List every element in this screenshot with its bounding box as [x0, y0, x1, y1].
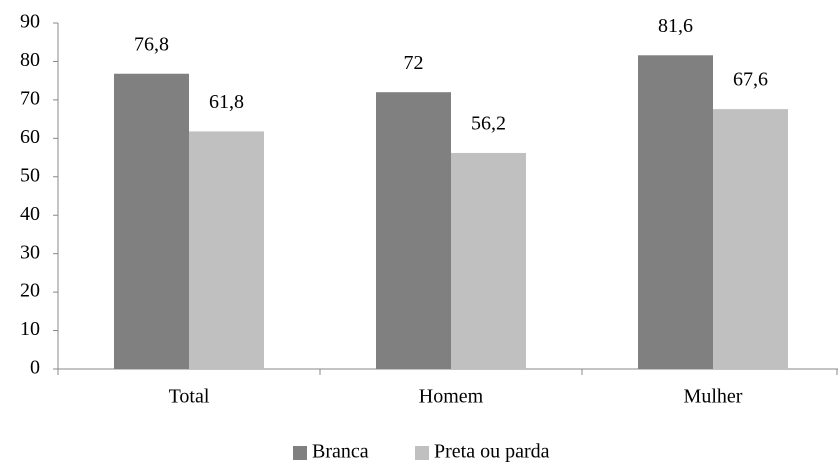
value-label: 67,6	[733, 69, 768, 91]
value-label: 56,2	[471, 113, 506, 135]
y-tick-label: 40	[20, 203, 40, 225]
bar	[189, 131, 264, 369]
bar	[451, 152, 526, 369]
legend-swatch	[415, 446, 429, 460]
value-label: 76,8	[134, 33, 169, 55]
y-tick-label: 30	[20, 241, 40, 263]
y-tick-label: 20	[20, 280, 40, 302]
x-tick-label: Total	[169, 386, 210, 408]
value-label: 61,8	[209, 91, 244, 113]
value-label: 81,6	[658, 15, 693, 37]
legend-label: Preta ou parda	[434, 441, 550, 463]
y-tick-label: 50	[20, 164, 40, 186]
bar	[114, 73, 189, 369]
y-tick-label: 60	[20, 126, 40, 148]
x-tick-label: Homem	[419, 386, 484, 408]
value-label: 72	[404, 52, 424, 74]
legend-swatch	[293, 446, 307, 460]
y-tick-label: 90	[20, 11, 40, 33]
bar	[713, 109, 788, 370]
y-tick-label: 70	[20, 87, 40, 109]
y-tick-label: 10	[20, 318, 40, 340]
bar	[638, 55, 713, 369]
y-tick-label: 80	[20, 49, 40, 71]
legend-label: Branca	[312, 441, 369, 463]
x-tick-label: Mulher	[684, 386, 743, 408]
y-tick-label: 0	[30, 357, 40, 379]
bar	[376, 92, 451, 369]
